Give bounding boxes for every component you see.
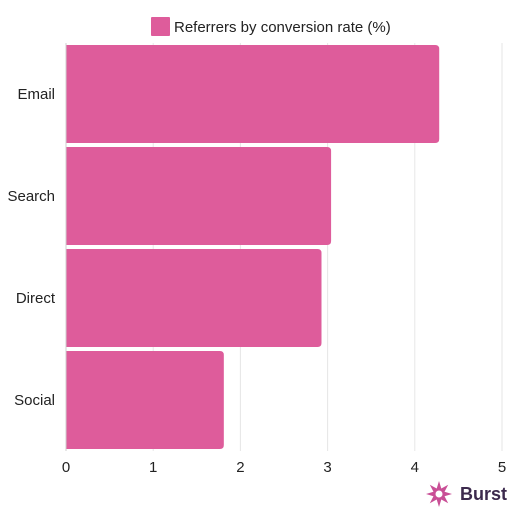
- category-labels: Email Search Direct Social: [7, 86, 55, 409]
- x-tick-label: 0: [62, 459, 70, 476]
- x-tick-label: 5: [498, 459, 506, 476]
- bars-group: [66, 45, 440, 449]
- x-tick-label: 4: [411, 459, 419, 476]
- burst-logo-icon: [426, 481, 452, 507]
- bar-social[interactable]: [66, 351, 224, 449]
- brand-name: Burst: [460, 484, 507, 504]
- category-label-search: Search: [7, 188, 55, 205]
- category-label-social: Social: [14, 392, 55, 409]
- burst-star-center: [435, 490, 443, 498]
- bar-direct[interactable]: [66, 249, 322, 347]
- bar-email[interactable]: [66, 45, 440, 143]
- bar-search[interactable]: [66, 147, 332, 245]
- legend[interactable]: Referrers by conversion rate (%): [151, 17, 391, 36]
- x-tick-label: 3: [323, 459, 331, 476]
- legend-label: Referrers by conversion rate (%): [174, 19, 391, 36]
- legend-swatch: [151, 17, 170, 36]
- x-tick-labels: 0 1 2 3 4 5: [62, 459, 506, 476]
- category-label-email: Email: [17, 86, 55, 103]
- category-label-direct: Direct: [16, 290, 56, 307]
- x-tick-label: 2: [236, 459, 244, 476]
- brand-logo: Burst: [426, 481, 507, 507]
- x-tick-label: 1: [149, 459, 157, 476]
